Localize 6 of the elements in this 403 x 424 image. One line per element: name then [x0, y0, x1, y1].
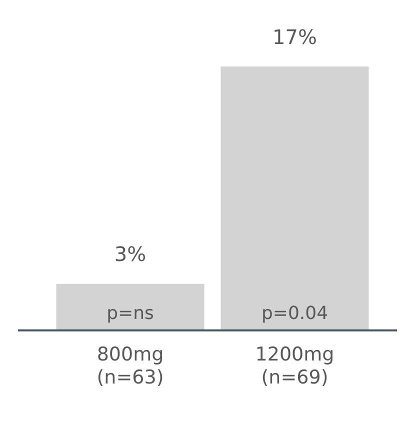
- annotation: p=ns: [106, 303, 154, 324]
- x-tick-label: 800mg (n=63): [96, 344, 164, 389]
- data-label: 3%: [114, 242, 146, 266]
- data-label: 17%: [272, 24, 317, 49]
- x-tick-label: 1200mg (n=69): [255, 344, 334, 389]
- annotation: p=0.04: [261, 303, 328, 324]
